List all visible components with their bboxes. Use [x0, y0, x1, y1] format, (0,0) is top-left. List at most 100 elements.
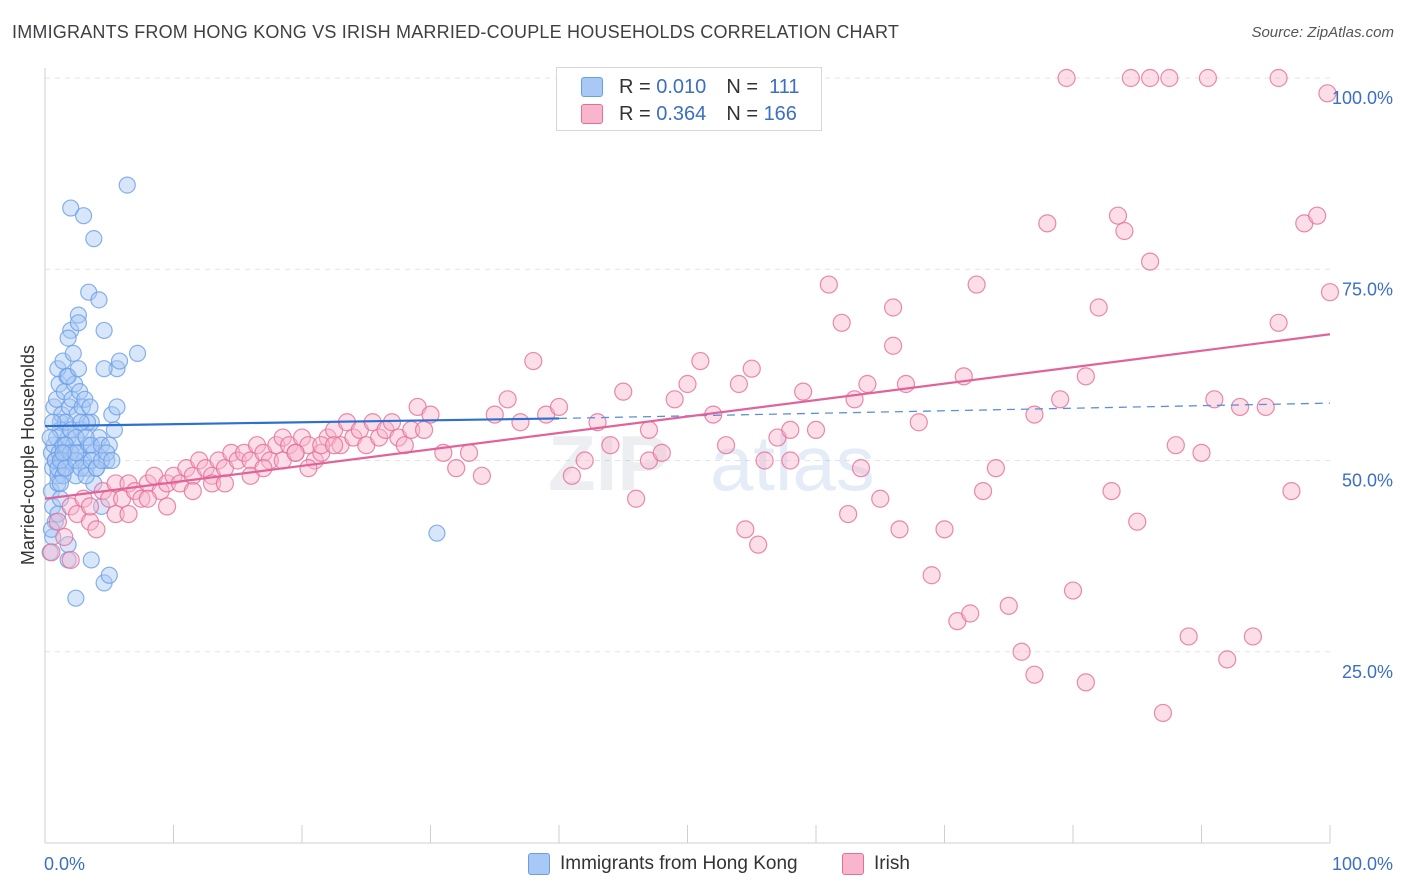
data-point: [691, 351, 710, 371]
data-point: [1063, 581, 1083, 600]
n-label: N =: [726, 102, 758, 125]
data-point: [1192, 443, 1211, 462]
data-point: [729, 374, 749, 394]
data-point: [1140, 252, 1160, 271]
r-label: R =: [619, 75, 651, 98]
stats-legend: R = 0.010 N = 111 R = 0.364 N = 166: [556, 67, 822, 131]
data-point: [447, 459, 466, 478]
data-point: [69, 314, 88, 332]
data-point: [736, 520, 755, 539]
data-point: [459, 443, 479, 462]
data-point: [1057, 68, 1076, 88]
trend-lines: [44, 333, 1331, 500]
data-point: [806, 420, 826, 439]
data-point: [138, 489, 157, 508]
data-point: [614, 382, 633, 401]
data-point: [601, 436, 620, 455]
data-point: [1218, 650, 1237, 669]
data-point: [986, 459, 1006, 478]
data-point: [652, 443, 671, 462]
data-point: [1076, 673, 1095, 692]
data-point: [472, 466, 491, 485]
data-point: [48, 512, 67, 531]
data-point: [781, 420, 800, 439]
legend-swatch-irish: [842, 853, 864, 875]
n-value: 166: [763, 102, 797, 125]
data-point: [851, 459, 871, 478]
data-point: [1269, 313, 1288, 332]
data-point: [524, 351, 543, 371]
data-point: [128, 344, 147, 362]
tick-labels: 25.0% 50.0% 75.0% 100.0% 0.0% 100.0%: [44, 88, 1393, 874]
y-axis-label: Married-couple Households: [18, 345, 38, 565]
data-point: [59, 329, 77, 347]
data-point: [639, 420, 659, 439]
data-point: [967, 275, 986, 294]
r-value: 0.010: [656, 75, 707, 98]
x-tick-label: 0.0%: [44, 854, 85, 874]
data-point: [1318, 84, 1337, 103]
data-point: [95, 321, 113, 340]
data-point: [1108, 206, 1128, 225]
data-point: [781, 451, 800, 470]
data-point: [54, 444, 72, 462]
data-point: [414, 420, 434, 439]
data-point: [749, 535, 768, 554]
data-point: [1243, 627, 1263, 646]
data-point: [85, 230, 103, 248]
data-point: [755, 451, 774, 470]
data-point: [299, 459, 318, 478]
data-point: [1140, 68, 1160, 88]
r-value: 0.364: [656, 102, 707, 125]
data-point: [819, 275, 838, 294]
data-point: [626, 489, 646, 508]
data-point: [325, 436, 344, 455]
data-point: [64, 344, 82, 362]
data-point: [254, 459, 273, 478]
trend-line-hong-kong: [44, 417, 560, 428]
data-point: [67, 444, 85, 462]
data-point: [890, 520, 909, 539]
data-point: [55, 527, 74, 547]
x-tick-label: 100.0%: [1332, 854, 1393, 874]
trend-line-irish: [44, 333, 1331, 500]
legend-label-hong-kong: Immigrants from Hong Kong: [560, 853, 798, 874]
stats-row-hong-kong: R = 0.010 N = 111: [581, 75, 800, 99]
data-point: [1012, 642, 1031, 661]
axes: [44, 68, 1331, 844]
data-point: [883, 298, 903, 317]
n-value: 111: [769, 75, 800, 98]
data-point: [1269, 68, 1288, 88]
data-point: [106, 474, 125, 493]
data-point: [132, 489, 151, 508]
data-point: [1166, 436, 1185, 455]
y-tick-label: 100.0%: [1332, 88, 1393, 108]
data-points: [41, 68, 1340, 723]
data-point: [44, 413, 62, 431]
watermark: ZIP atlas: [548, 419, 875, 507]
data-point: [1256, 397, 1275, 417]
data-point: [72, 413, 90, 431]
data-point: [909, 413, 928, 432]
data-point: [1153, 703, 1173, 723]
data-point: [1121, 68, 1140, 88]
data-point: [312, 436, 331, 455]
data-point: [1230, 397, 1250, 417]
data-point: [428, 524, 446, 542]
data-point: [871, 489, 890, 508]
stats-row-irish: R = 0.364 N = 166: [581, 102, 797, 126]
data-point: [74, 207, 93, 225]
source-label: Source: ZipAtlas.com: [1251, 24, 1394, 41]
data-point: [549, 397, 569, 417]
data-point: [1128, 512, 1147, 531]
data-point: [1025, 665, 1044, 684]
legend-swatch-hong-kong: [528, 853, 550, 875]
r-label: R =: [619, 102, 651, 125]
data-point: [1051, 390, 1070, 409]
data-point: [742, 359, 761, 378]
data-point: [575, 451, 594, 470]
data-point: [110, 352, 129, 370]
data-point: [858, 374, 877, 394]
data-point: [1320, 283, 1340, 302]
